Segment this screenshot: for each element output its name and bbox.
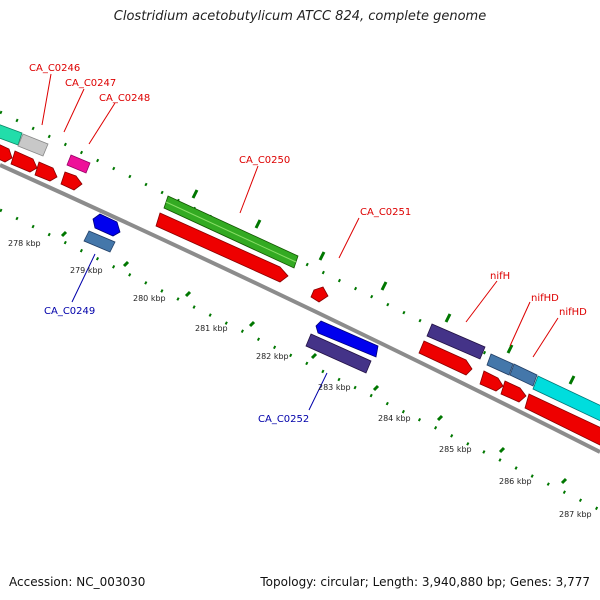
feature-nifh-purple[interactable] — [426, 323, 486, 360]
kbp-label-280: 280 kbp — [133, 294, 166, 303]
kbp-label-284: 284 kbp — [378, 414, 411, 423]
feature-mint[interactable] — [0, 123, 23, 146]
feature-nifhd-cds-2[interactable] — [500, 380, 527, 403]
map-title: Clostridium acetobutylicum ATCC 824, com… — [113, 9, 487, 24]
gene-label-ca-c0248[interactable]: CA_C0248 — [99, 93, 150, 104]
kbp-label-287: 287 kbp — [559, 510, 592, 519]
feature-nifhd-cyan[interactable] — [532, 375, 600, 423]
feature-ca-c0250-cds[interactable] — [155, 212, 289, 283]
kbp-label-278: 278 kbp — [8, 239, 41, 248]
feature-ca-c0249[interactable] — [83, 230, 116, 253]
label-leaders-reverse — [71, 253, 328, 411]
gene-label-ca-c0250[interactable]: CA_C0250 — [239, 155, 290, 166]
cds-0[interactable] — [0, 143, 13, 163]
cds-2[interactable] — [34, 161, 58, 182]
kbp-label-283: 283 kbp — [318, 383, 351, 392]
gene-label-nifhd-1[interactable]: nifHD — [531, 293, 559, 304]
feature-ca-c0246[interactable] — [17, 133, 49, 157]
kbp-label-279: 279 kbp — [70, 266, 103, 275]
gene-label-ca-c0251[interactable]: CA_C0251 — [360, 207, 411, 218]
cds-1[interactable] — [10, 150, 38, 173]
feature-nifhd-cds-3[interactable] — [524, 393, 600, 448]
gene-label-nifhd-2[interactable]: nifHD — [559, 307, 587, 318]
kbp-label-285: 285 kbp — [439, 445, 472, 454]
kbp-label-281: 281 kbp — [195, 324, 228, 333]
gene-label-ca-c0252[interactable]: CA_C0252 — [258, 414, 309, 425]
feature-ca-c0252-blue[interactable] — [315, 320, 379, 358]
genome-summary: Topology: circular; Length: 3,940,880 bp… — [260, 575, 590, 589]
genome-backbone — [0, 163, 600, 454]
label-leaders-forward — [41, 73, 559, 358]
accession-label: Accession: NC_003030 — [9, 575, 146, 589]
inner-tick-row — [0, 208, 600, 512]
feature-ca-c0252[interactable] — [305, 333, 372, 374]
kbp-label-286: 286 kbp — [499, 477, 532, 486]
feature-nifhd-cds-1[interactable] — [479, 370, 504, 392]
gene-label-ca-c0249[interactable]: CA_C0249 — [44, 306, 95, 317]
feature-ca-c0250-green[interactable] — [163, 195, 299, 269]
major-ticks — [60, 189, 576, 485]
feature-ca-c0251[interactable] — [310, 286, 329, 303]
feature-nifh-cds[interactable] — [418, 340, 473, 376]
feature-ca-c0249-blue[interactable] — [92, 213, 121, 237]
gene-label-nifh[interactable]: nifH — [490, 271, 510, 282]
feature-nifhd-steel-2[interactable] — [509, 363, 538, 387]
gene-label-ca-c0247[interactable]: CA_C0247 — [65, 78, 116, 89]
cds-3[interactable] — [60, 171, 83, 191]
kbp-label-282: 282 kbp — [256, 352, 289, 361]
gene-label-ca-c0246[interactable]: CA_C0246 — [29, 63, 80, 74]
feature-ca-c0248[interactable] — [66, 154, 91, 174]
feature-nifhd-steel-1[interactable] — [486, 353, 514, 376]
